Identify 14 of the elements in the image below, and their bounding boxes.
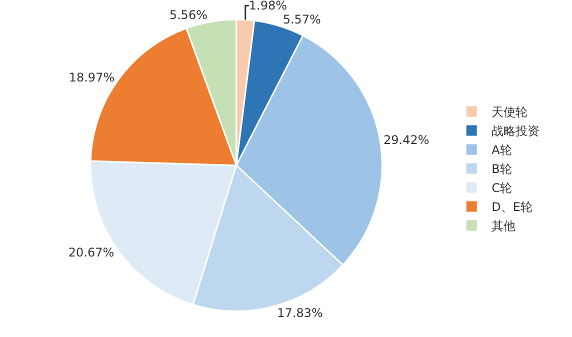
legend-label: C轮 [492, 181, 512, 196]
legend-label: 天使轮 [492, 105, 528, 120]
data-label: 18.97% [68, 70, 115, 85]
data-label: 5.57% [282, 12, 321, 27]
legend-label: D、E轮 [492, 200, 532, 214]
legend-label: A轮 [492, 143, 512, 158]
legend-label: 战略投资 [492, 124, 540, 138]
data-label: 17.83% [277, 306, 323, 320]
data-label: 20.67% [68, 245, 114, 260]
data-label: 1.98% [248, 0, 288, 13]
legend-label: 其他 [492, 219, 516, 234]
legend-label: B轮 [492, 162, 512, 176]
data-label: 5.56% [169, 8, 208, 22]
data-label: 29.42% [383, 133, 430, 148]
